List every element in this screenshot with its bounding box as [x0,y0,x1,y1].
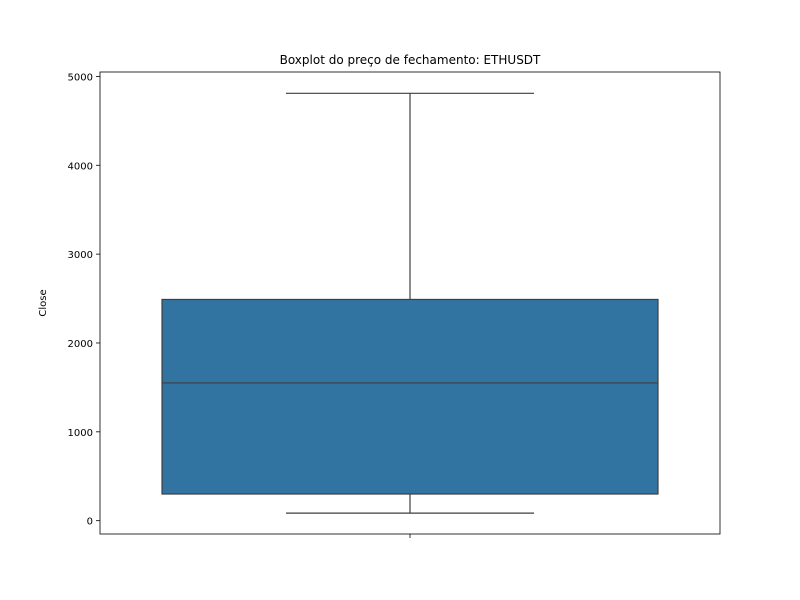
y-axis: 0 1000 2000 3000 4000 5000 [68,72,100,528]
interquartile-box [161,298,659,495]
y-tick-label: 0 [87,517,93,528]
plot-area [161,92,659,514]
y-tick-label: 3000 [68,250,93,261]
y-tick-label: 1000 [68,428,93,439]
chart-title: Boxplot do preço de fechamento: ETHUSDT [280,53,541,67]
y-axis-label: Close [38,289,49,316]
y-tick-label: 5000 [68,72,93,83]
y-tick-label: 4000 [68,161,93,172]
y-tick-label: 2000 [68,339,93,350]
